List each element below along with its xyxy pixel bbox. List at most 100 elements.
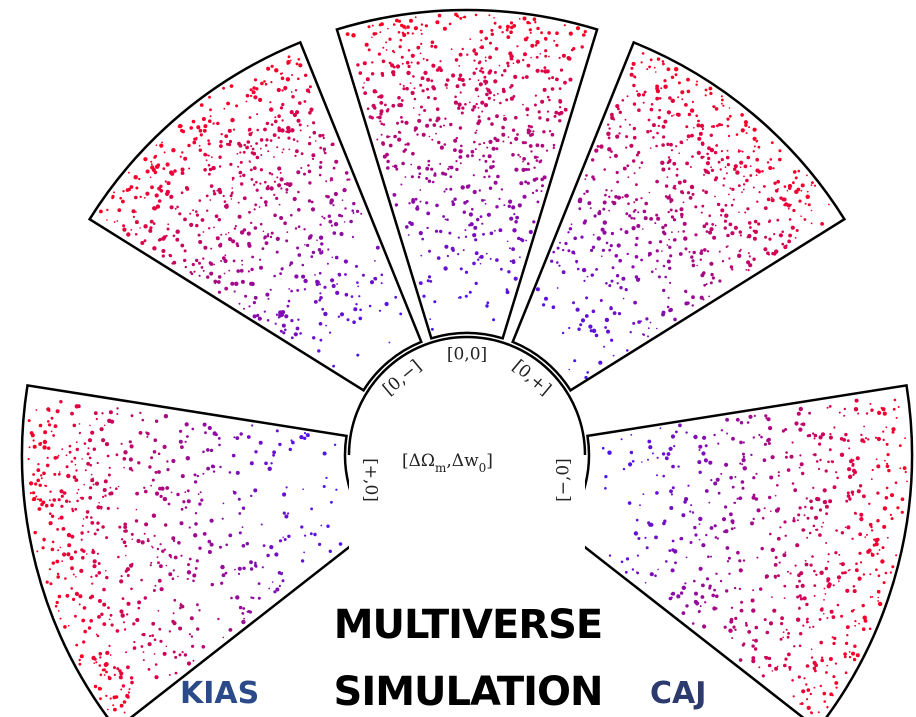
particle bbox=[254, 203, 257, 206]
particle bbox=[81, 556, 85, 560]
particle bbox=[422, 133, 426, 137]
particle bbox=[318, 134, 322, 138]
particle bbox=[836, 687, 838, 689]
particle bbox=[490, 29, 493, 32]
particle bbox=[191, 273, 194, 276]
particle bbox=[216, 236, 220, 240]
particle bbox=[833, 485, 837, 489]
particle bbox=[679, 252, 683, 256]
particle bbox=[554, 111, 558, 115]
particle bbox=[475, 282, 478, 285]
particle bbox=[804, 514, 806, 516]
particle bbox=[208, 164, 211, 167]
particle bbox=[192, 263, 195, 266]
particle bbox=[684, 497, 688, 501]
particle bbox=[792, 441, 794, 443]
particle bbox=[656, 328, 658, 330]
particle bbox=[671, 99, 675, 103]
particle bbox=[426, 227, 428, 229]
wedge-label: [0,0] bbox=[447, 345, 487, 365]
particle bbox=[461, 78, 465, 82]
particle bbox=[812, 487, 814, 489]
particle bbox=[819, 508, 822, 511]
particle bbox=[626, 557, 629, 560]
particle bbox=[724, 626, 727, 629]
particle bbox=[806, 619, 808, 621]
particle bbox=[297, 191, 300, 194]
particle bbox=[814, 453, 817, 456]
particle bbox=[827, 407, 829, 409]
particle bbox=[791, 679, 794, 682]
particle bbox=[233, 260, 236, 263]
particle bbox=[647, 335, 649, 337]
particle bbox=[126, 602, 130, 606]
particle bbox=[408, 234, 410, 236]
particle bbox=[645, 582, 647, 584]
particle bbox=[671, 149, 673, 151]
particle bbox=[404, 121, 408, 125]
particle bbox=[682, 611, 686, 615]
particle bbox=[102, 496, 104, 498]
particle bbox=[668, 239, 670, 241]
particle bbox=[154, 438, 158, 442]
particle bbox=[468, 224, 471, 227]
particle bbox=[665, 184, 668, 187]
particle bbox=[480, 101, 484, 105]
particle bbox=[153, 589, 156, 592]
particle bbox=[250, 495, 252, 497]
particle bbox=[322, 134, 325, 137]
particle bbox=[827, 461, 830, 464]
particle bbox=[32, 491, 35, 494]
particle bbox=[173, 651, 176, 654]
particle bbox=[695, 114, 698, 117]
particle bbox=[229, 471, 232, 474]
particle bbox=[486, 301, 489, 304]
particle bbox=[542, 303, 545, 306]
particle bbox=[185, 506, 188, 509]
particle bbox=[636, 278, 640, 282]
particle bbox=[271, 123, 274, 126]
particle bbox=[316, 239, 318, 241]
particle bbox=[747, 156, 751, 160]
particle bbox=[60, 505, 63, 508]
particle bbox=[75, 592, 79, 596]
particle bbox=[805, 203, 807, 205]
particle bbox=[600, 299, 603, 302]
particle bbox=[808, 203, 811, 206]
particle bbox=[100, 508, 102, 510]
particle bbox=[167, 223, 169, 225]
particle bbox=[536, 27, 539, 30]
particle bbox=[262, 566, 264, 568]
particle bbox=[734, 587, 736, 589]
particle bbox=[742, 487, 745, 490]
particle bbox=[698, 445, 702, 449]
particle bbox=[342, 199, 344, 201]
particle bbox=[856, 653, 860, 657]
particle bbox=[203, 153, 207, 157]
particle bbox=[356, 63, 359, 66]
particle bbox=[590, 329, 593, 332]
particle bbox=[692, 622, 695, 625]
particle bbox=[814, 595, 816, 597]
particle bbox=[669, 194, 671, 196]
particle bbox=[171, 492, 173, 494]
particle bbox=[594, 149, 598, 153]
particle bbox=[655, 491, 659, 495]
particle bbox=[823, 599, 825, 601]
particle bbox=[189, 526, 191, 528]
particle bbox=[750, 165, 752, 167]
particle bbox=[789, 218, 792, 221]
particle bbox=[296, 170, 300, 174]
particle bbox=[90, 576, 92, 578]
particle bbox=[82, 550, 85, 553]
particle bbox=[122, 224, 125, 227]
particle bbox=[86, 462, 90, 466]
particle bbox=[630, 434, 632, 436]
particle bbox=[421, 23, 423, 25]
particle bbox=[284, 314, 288, 318]
particle bbox=[609, 554, 611, 556]
particle bbox=[71, 460, 73, 462]
particle bbox=[371, 116, 374, 119]
particle bbox=[453, 148, 457, 152]
particle bbox=[767, 161, 769, 163]
